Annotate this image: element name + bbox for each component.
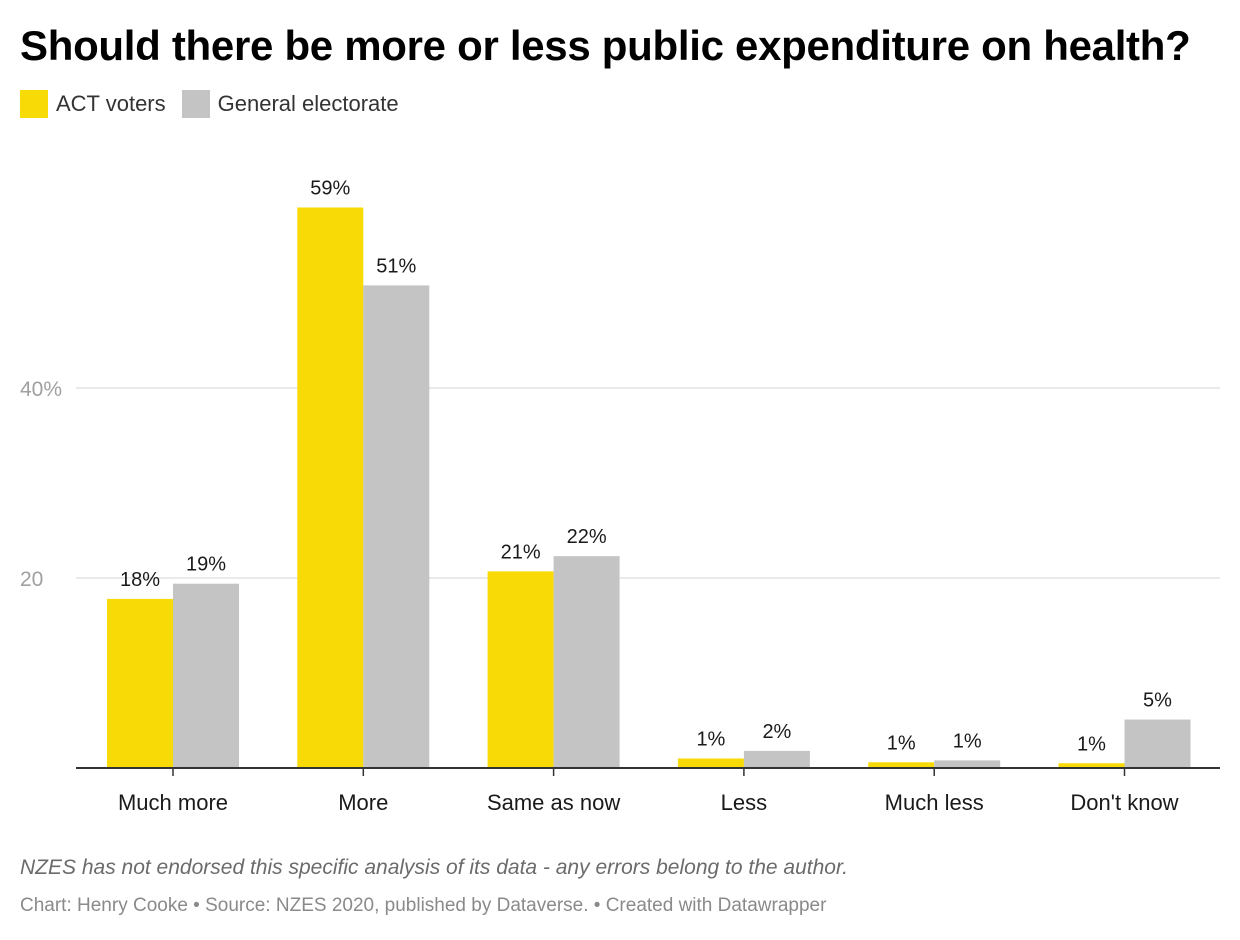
bar-act xyxy=(487,571,554,768)
bar-general xyxy=(553,556,620,768)
data-label: 5% xyxy=(1143,690,1172,712)
data-label: 22% xyxy=(567,526,607,548)
legend-item-act: ACT voters xyxy=(20,90,166,118)
legend-label-act: ACT voters xyxy=(56,91,166,116)
data-label: 2% xyxy=(762,721,791,743)
bar-act xyxy=(297,207,364,768)
data-label: 21% xyxy=(501,541,541,563)
legend-swatch-general xyxy=(181,90,210,118)
legend-item-general: General electorate xyxy=(181,90,399,118)
bar-general xyxy=(1124,719,1191,768)
x-tick-label: Much less xyxy=(885,790,984,815)
credits: Chart: Henry Cooke • Source: NZES 2020, … xyxy=(20,895,827,916)
data-label: 1% xyxy=(953,730,982,752)
legend-swatch-act xyxy=(20,90,48,118)
x-tick-label: Much more xyxy=(118,790,228,815)
bar-act xyxy=(1058,763,1125,768)
data-label: 1% xyxy=(1077,733,1106,755)
data-label: 1% xyxy=(887,732,916,754)
bar-general xyxy=(934,760,1001,768)
data-label: 1% xyxy=(696,729,725,751)
bar-act xyxy=(868,762,935,768)
bar-act xyxy=(677,758,744,768)
x-tick-label: More xyxy=(338,790,388,815)
data-label: 51% xyxy=(376,255,416,277)
bar-act xyxy=(107,598,173,768)
x-tick-label: Don't know xyxy=(1070,790,1178,815)
footnote: NZES has not endorsed this specific anal… xyxy=(20,856,848,879)
legend: ACT voters General electorate xyxy=(20,90,415,118)
chart-title: Should there be more or less public expe… xyxy=(20,22,1191,69)
x-tick-label: Less xyxy=(721,790,767,815)
data-label: 59% xyxy=(310,178,350,200)
bar-general xyxy=(173,583,239,768)
bar-general xyxy=(363,285,430,768)
y-tick-label: 40% xyxy=(20,378,62,401)
data-label: 18% xyxy=(120,569,160,591)
bar-general xyxy=(743,750,810,768)
y-tick-label: 20 xyxy=(20,568,43,591)
data-label: 19% xyxy=(186,554,226,576)
legend-label-general: General electorate xyxy=(217,91,399,116)
x-tick-label: Same as now xyxy=(487,790,620,815)
bar-chart: 20 40% 18% 19% Much more 59% 51% More 21% 22% Same… xyxy=(20,178,1220,815)
